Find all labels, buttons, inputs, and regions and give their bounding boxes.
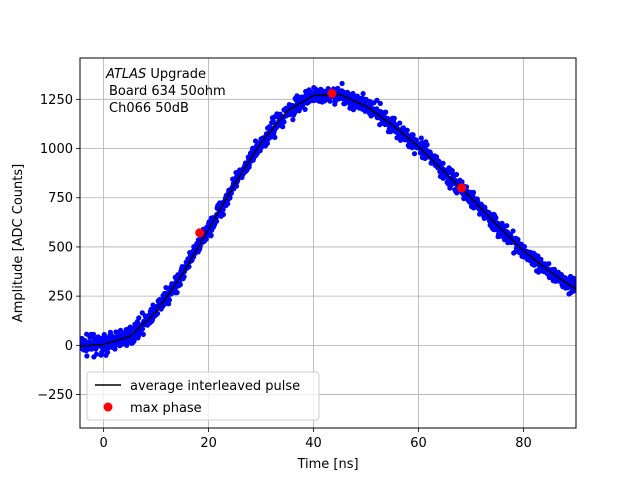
sample-point bbox=[214, 218, 220, 224]
sample-point bbox=[546, 261, 552, 267]
sample-point bbox=[281, 119, 287, 125]
sample-point bbox=[220, 211, 226, 218]
x-tick-label: 80 bbox=[515, 436, 532, 451]
sample-point bbox=[105, 349, 111, 355]
sample-point bbox=[227, 195, 233, 201]
max-phase-point bbox=[457, 183, 467, 193]
sample-point bbox=[208, 232, 214, 238]
sample-point bbox=[174, 289, 180, 296]
sample-point bbox=[504, 223, 510, 229]
y-tick-label: 750 bbox=[48, 191, 73, 206]
sample-point bbox=[397, 120, 403, 126]
sample-point bbox=[203, 236, 209, 242]
sample-point bbox=[410, 132, 416, 138]
annotation-line-1: ATLAS Upgrade bbox=[105, 67, 206, 82]
sample-point bbox=[454, 190, 460, 196]
max-phase-point bbox=[195, 228, 205, 238]
x-tick-label: 40 bbox=[305, 436, 322, 451]
sample-point bbox=[433, 154, 440, 160]
sample-point bbox=[453, 171, 460, 178]
sample-point bbox=[551, 266, 558, 272]
sample-point bbox=[93, 351, 100, 357]
sample-point bbox=[140, 331, 146, 337]
sample-point bbox=[535, 253, 541, 259]
sample-point bbox=[290, 117, 296, 123]
y-axis-ticks: −250 0 250 500 750 1000 1250 bbox=[37, 93, 80, 403]
sample-point bbox=[418, 135, 424, 141]
x-tick-label: 60 bbox=[410, 436, 427, 451]
legend-label-average-pulse: average interleaved pulse bbox=[130, 379, 300, 394]
annotation-line-3: Ch066 50dB bbox=[109, 101, 189, 116]
sample-point bbox=[336, 96, 342, 102]
max-phase-point bbox=[327, 88, 337, 98]
sample-point bbox=[391, 115, 397, 121]
y-tick-label: 250 bbox=[48, 290, 73, 305]
sample-point bbox=[411, 151, 418, 157]
sample-point bbox=[374, 97, 380, 103]
sample-point bbox=[327, 98, 333, 104]
sample-point bbox=[139, 326, 146, 332]
y-tick-label: 1250 bbox=[40, 93, 73, 108]
annotation-upgrade: Upgrade bbox=[146, 67, 206, 82]
sample-point bbox=[302, 106, 308, 112]
sample-point bbox=[377, 100, 383, 107]
sample-point bbox=[493, 215, 499, 221]
legend-label-max-phase: max phase bbox=[130, 401, 202, 416]
sample-point bbox=[404, 127, 410, 133]
sample-point bbox=[166, 297, 172, 303]
y-axis-label: Amplitude [ADC Counts] bbox=[11, 164, 26, 322]
atlas-annotation: ATLAS Upgrade Board 634 50ohm Ch066 50dB bbox=[105, 67, 226, 116]
sample-point bbox=[112, 346, 118, 352]
sample-point bbox=[459, 179, 465, 185]
sample-point bbox=[538, 256, 544, 262]
y-tick-label: 0 bbox=[65, 339, 73, 354]
sample-point bbox=[440, 160, 446, 166]
sample-point bbox=[470, 189, 477, 195]
sample-point bbox=[84, 353, 90, 359]
plot-area bbox=[80, 80, 576, 360]
sample-point bbox=[573, 279, 576, 286]
legend-max-phase-swatch bbox=[103, 402, 113, 412]
sample-point bbox=[424, 142, 430, 148]
sample-point bbox=[84, 331, 90, 337]
sample-point bbox=[124, 342, 130, 348]
annotation-atlas: ATLAS bbox=[105, 67, 146, 82]
legend-box bbox=[86, 371, 320, 421]
plot-frame bbox=[79, 57, 577, 429]
y-tick-label: −250 bbox=[37, 388, 73, 403]
sample-point bbox=[339, 80, 345, 87]
sample-point bbox=[280, 124, 286, 130]
y-tick-label: 1000 bbox=[40, 142, 73, 157]
sample-point bbox=[136, 315, 142, 321]
sample-point bbox=[181, 274, 187, 280]
legend: average interleaved pulse max phase bbox=[86, 371, 320, 421]
x-tick-label: 20 bbox=[200, 436, 217, 451]
sample-point bbox=[272, 134, 278, 140]
sample-point bbox=[360, 91, 366, 97]
sample-point bbox=[177, 282, 183, 288]
sample-point bbox=[521, 244, 528, 250]
annotation-line-2: Board 634 50ohm bbox=[109, 84, 226, 99]
x-tick-label: 0 bbox=[99, 436, 107, 451]
sample-point bbox=[82, 337, 88, 344]
sample-point bbox=[515, 236, 521, 243]
sample-point bbox=[225, 201, 231, 207]
max-phase-points bbox=[195, 88, 467, 238]
x-axis-ticks: 0 20 40 60 80 bbox=[99, 428, 532, 451]
sample-point bbox=[482, 204, 488, 210]
sample-point bbox=[510, 228, 516, 234]
sample-point bbox=[383, 109, 389, 115]
sample-point bbox=[163, 285, 169, 291]
y-tick-label: 500 bbox=[48, 240, 73, 255]
x-axis-label: Time [ns] bbox=[296, 457, 358, 472]
sample-point bbox=[264, 140, 270, 146]
